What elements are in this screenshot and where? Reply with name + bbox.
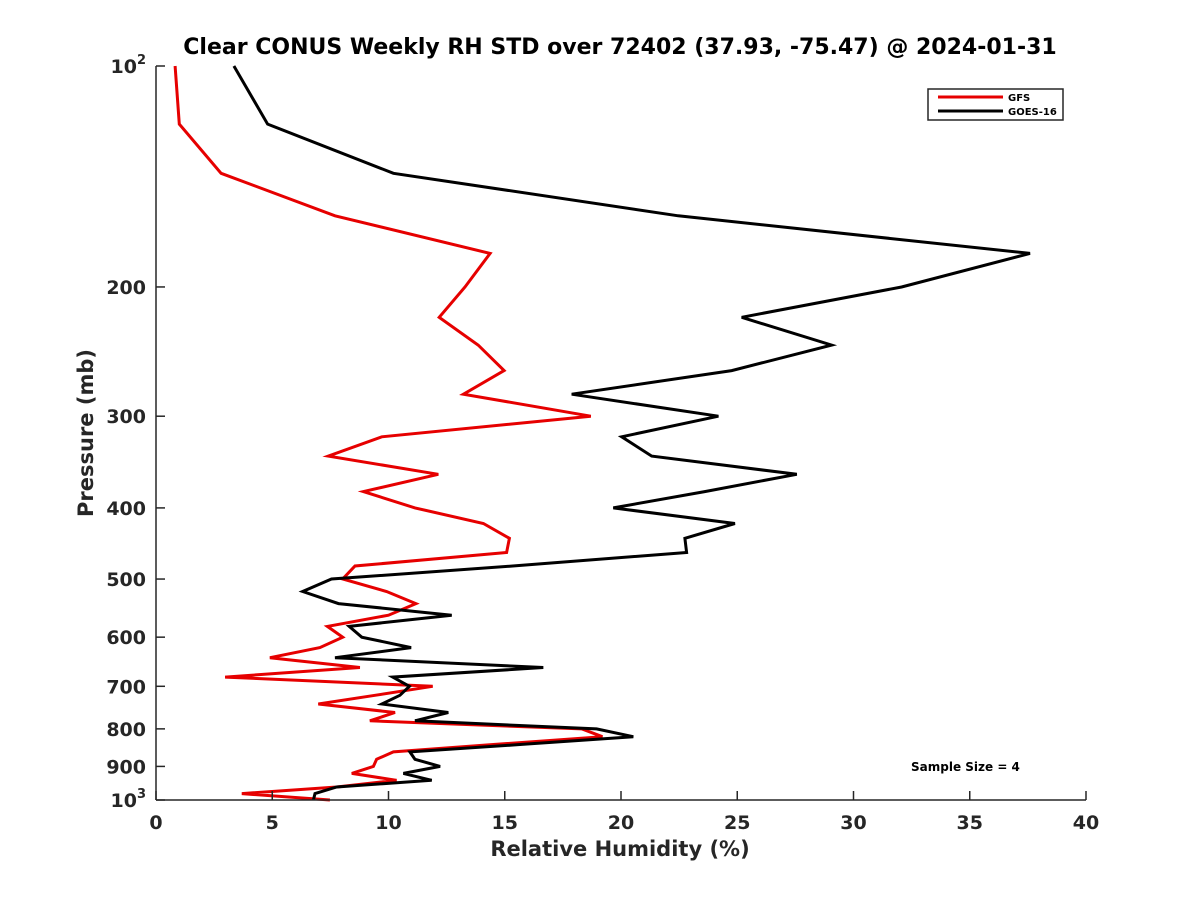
x-tick-label: 15	[492, 812, 518, 834]
x-ticks: 0 5 10 15 20 25 30 35 40	[149, 791, 1099, 834]
legend-box	[927, 88, 1064, 121]
series-line-gfs	[173, 65, 603, 802]
x-axis-label: Relative Humidity (%)	[490, 837, 749, 861]
x-tick-label: 5	[266, 812, 279, 834]
y-tick-label: 600	[106, 627, 146, 649]
y-tick-label: 900	[106, 756, 146, 778]
y-tick-label: 300	[106, 406, 146, 428]
y-tick-label: 200	[106, 277, 146, 299]
legend: GFS GOES-16	[927, 88, 1064, 121]
x-tick-label: 10	[375, 812, 401, 834]
y-tick-label: 103	[111, 787, 147, 812]
x-tick-label: 25	[724, 812, 750, 834]
y-tick-label: 400	[106, 498, 146, 520]
x-tick-label: 0	[149, 812, 162, 834]
legend-label-gfs: GFS	[1008, 93, 1030, 104]
x-tick-label: 40	[1073, 812, 1099, 834]
y-tick-label: 800	[106, 719, 146, 741]
x-tick-label: 30	[840, 812, 866, 834]
plot-lines	[173, 65, 1031, 802]
chart-title: Clear CONUS Weekly RH STD over 72402 (37…	[183, 35, 1056, 60]
y-tick-label: 700	[106, 676, 146, 698]
y-tick-label: 500	[106, 569, 146, 591]
x-tick-label: 35	[957, 812, 983, 834]
y-tick-label: 102	[111, 53, 147, 78]
y-ticks: 102 200 300 400 500 600 700 800 900 103	[106, 53, 165, 812]
y-axis-label: Pressure (mb)	[74, 349, 98, 517]
sample-size-annotation: Sample Size = 4	[911, 760, 1020, 774]
series-line-goes16	[232, 65, 1031, 801]
x-tick-label: 20	[608, 812, 634, 834]
legend-label-goes16: GOES-16	[1008, 107, 1057, 118]
